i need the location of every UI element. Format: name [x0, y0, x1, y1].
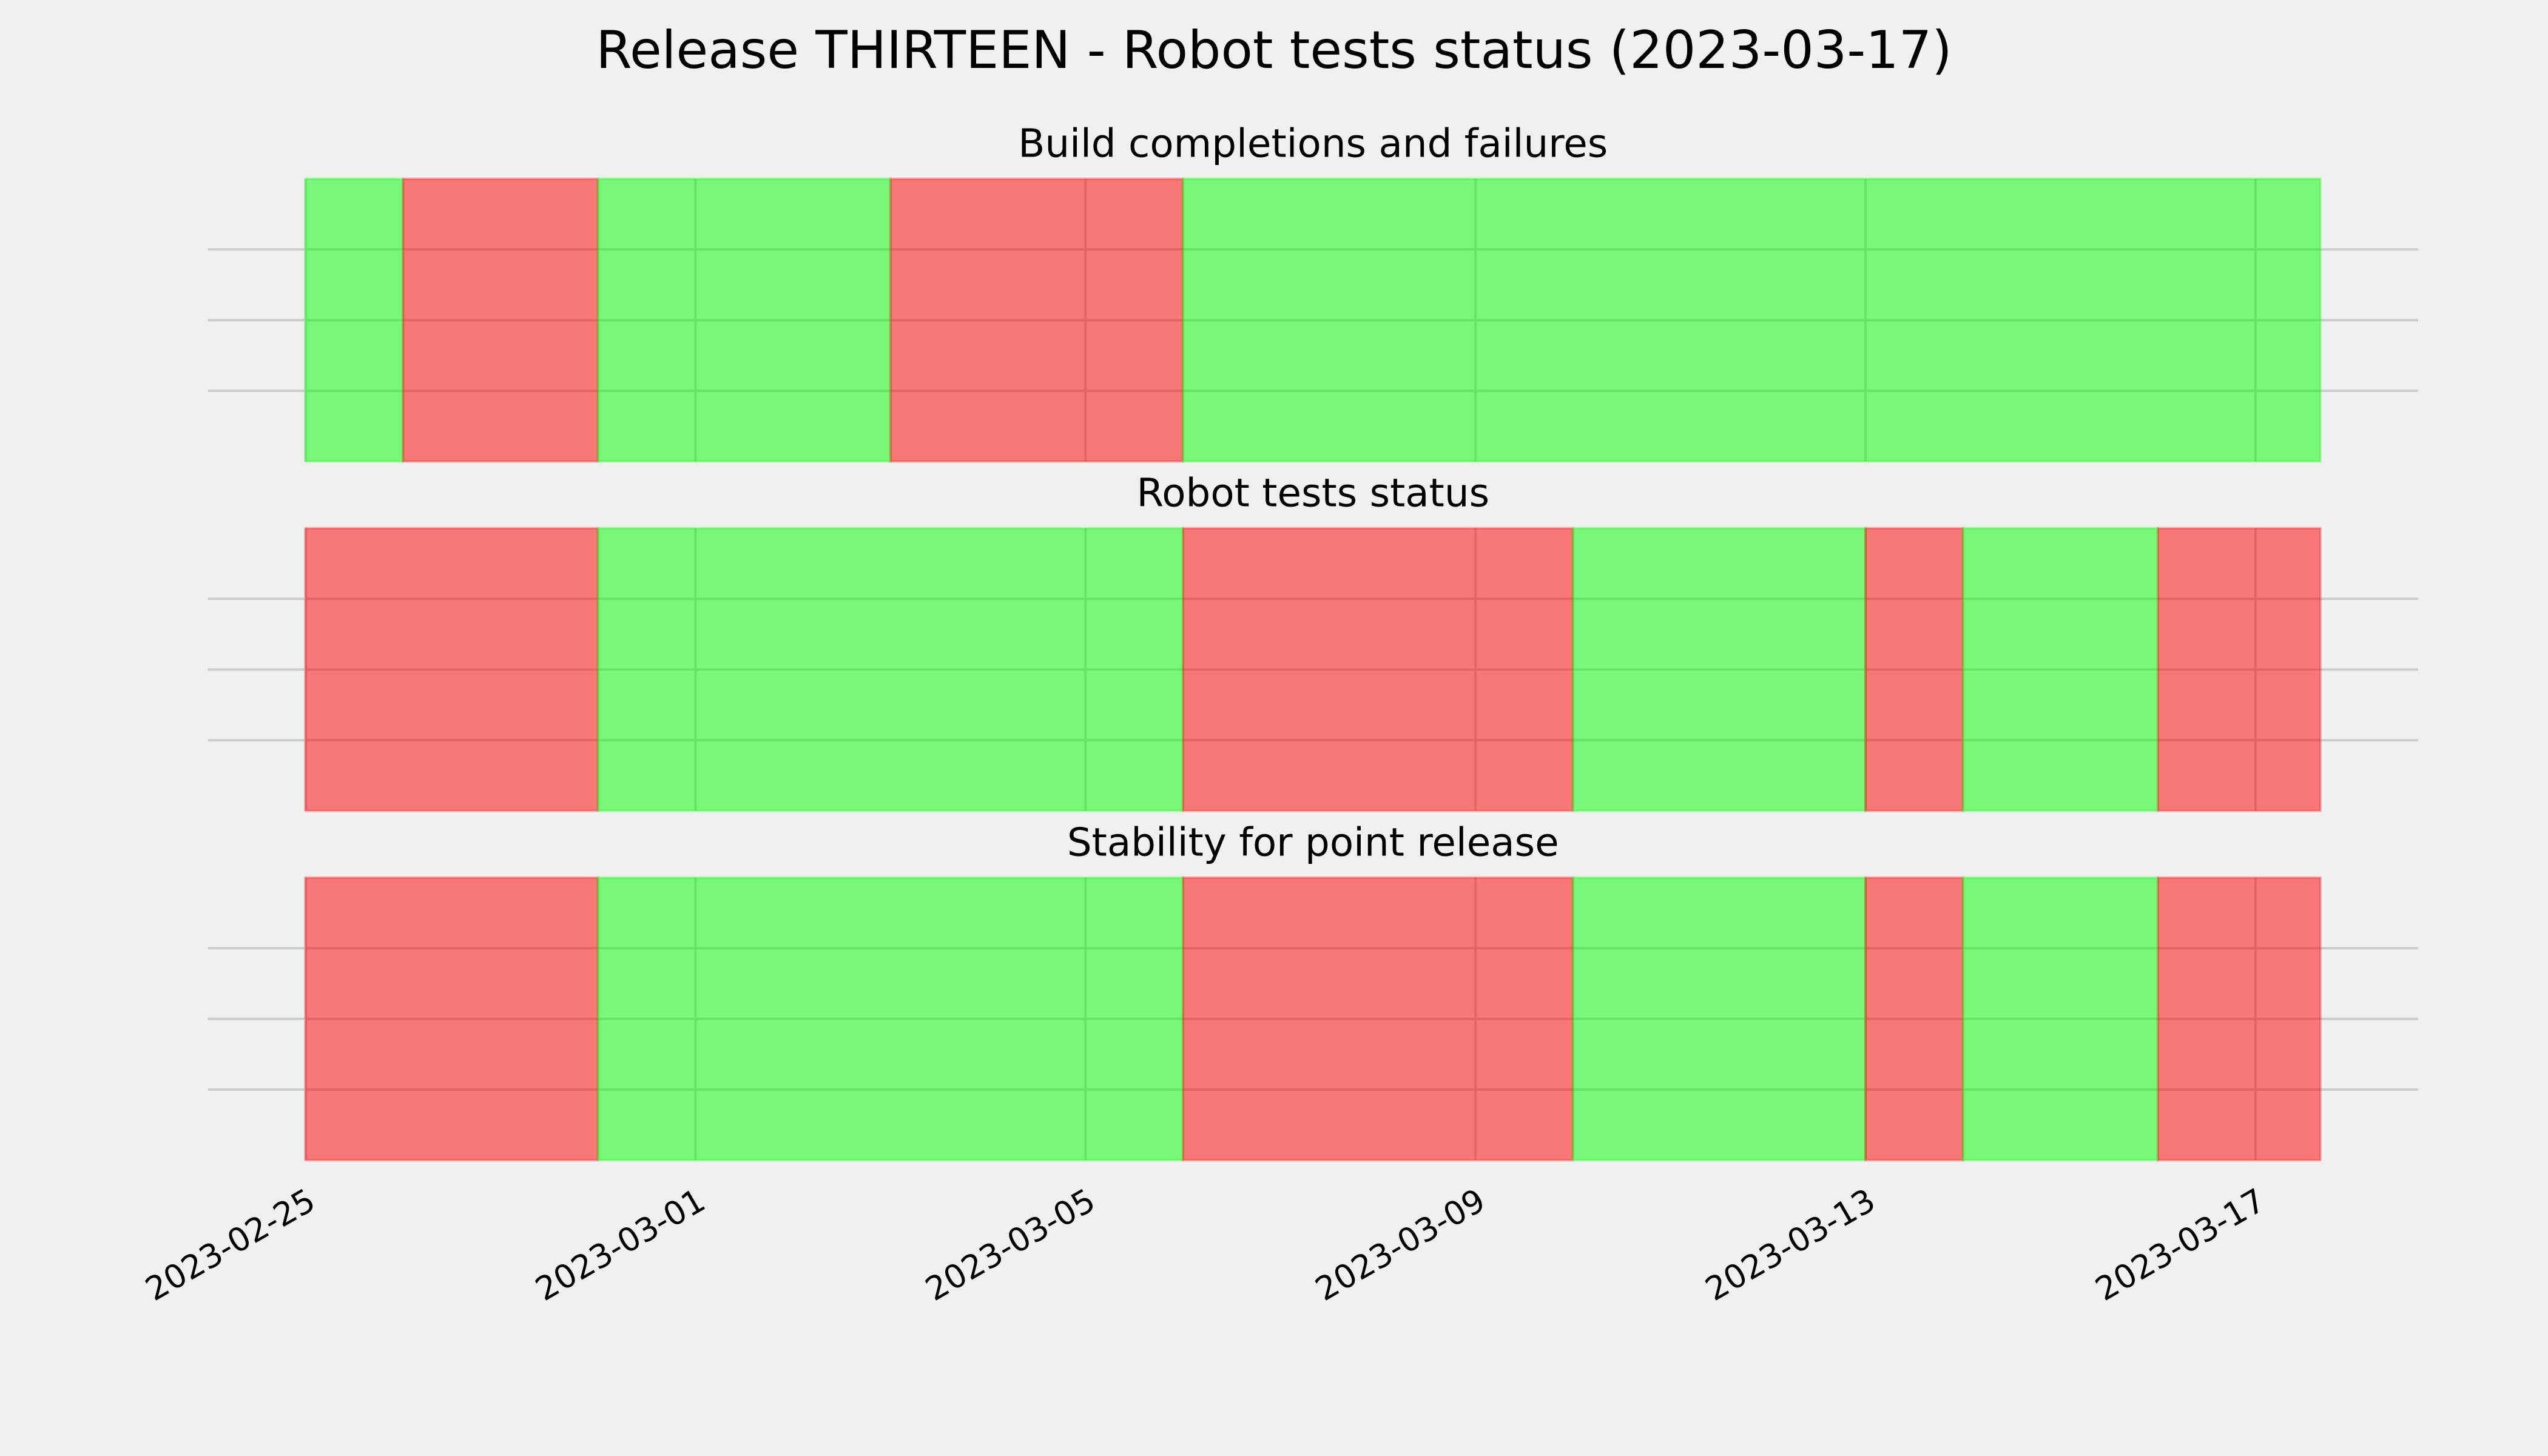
status-span	[1181, 527, 1574, 812]
chart-title: Release THIRTEEN - Robot tests status (2…	[596, 20, 1952, 81]
status-span	[1864, 876, 1964, 1162]
status-span	[596, 177, 892, 463]
status-span	[596, 527, 1185, 812]
status-span	[1181, 876, 1574, 1162]
status-span	[2157, 527, 2322, 812]
status-span	[596, 876, 1185, 1162]
status-span	[889, 177, 1185, 463]
status-span	[402, 177, 599, 463]
status-span	[1571, 527, 1867, 812]
status-span	[1181, 177, 2322, 463]
status-span	[2157, 876, 2322, 1162]
status-span	[1864, 527, 1964, 812]
status-span	[1571, 876, 1867, 1162]
status-span	[304, 527, 599, 812]
status-span	[304, 177, 405, 463]
subplot-title: Stability for point release	[1067, 820, 1559, 865]
status-span	[304, 876, 599, 1162]
subplot-title: Build completions and failures	[1018, 121, 1608, 167]
status-span	[1961, 527, 2160, 812]
status-span	[1961, 876, 2160, 1162]
subplot-title: Robot tests status	[1136, 471, 1489, 516]
